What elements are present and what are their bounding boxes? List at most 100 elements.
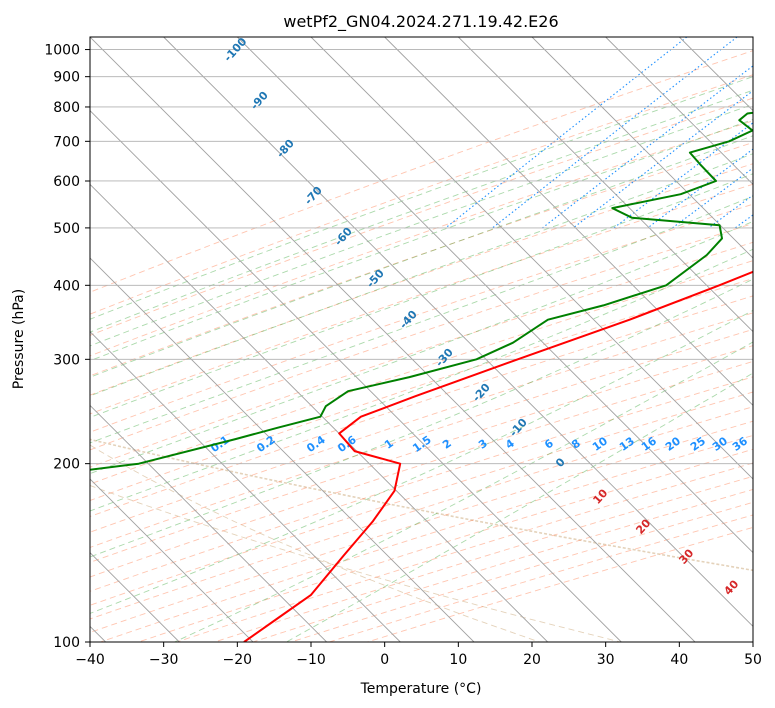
- mixing-ratio-line: [734, 214, 753, 229]
- dry-adiabat-line: [90, 295, 753, 518]
- x-axis-ticks: −40 −30 −20 −10 0 10 20 30 40 50: [75, 642, 762, 668]
- isotherm-line: [384, 37, 753, 406]
- y-tick-label: 900: [53, 70, 80, 86]
- y-axis-ticks: 100 200 300 400 500 600 700 800 900 1000: [44, 43, 90, 651]
- dry-adiabat-line: [90, 142, 753, 377]
- isotherm-line: [310, 37, 753, 480]
- moist-adiabat-line: [90, 220, 753, 475]
- mixing-ratio-label: 10: [590, 434, 610, 454]
- x-tick-label: −30: [149, 652, 179, 668]
- mixing-ratio-label: 2: [440, 437, 454, 452]
- theta-label: -70: [302, 184, 325, 208]
- dry-adiabats: [90, 50, 753, 642]
- x-tick-label: 40: [670, 652, 688, 668]
- mixing-ratio-label: 30: [710, 434, 730, 454]
- theta-e-label: 40: [721, 577, 741, 597]
- moist-adiabat-line: [90, 195, 753, 444]
- moist-adiabat-line: [90, 153, 753, 397]
- moist-adiabat-line: [90, 173, 753, 418]
- moist-adiabat-line: [90, 89, 753, 333]
- x-tick-label: 0: [380, 652, 389, 668]
- isotherm-line: [531, 37, 753, 259]
- isotherm-line: [752, 37, 753, 38]
- mixing-ratio-line: [445, 37, 688, 229]
- theta-e-label: 30: [676, 546, 696, 566]
- y-tick-label: 1000: [44, 43, 80, 59]
- theta-label: -80: [274, 137, 297, 161]
- dry-adiabat-line: [90, 376, 753, 592]
- theta-label: 0: [553, 455, 568, 470]
- isotherm-line: [458, 37, 753, 333]
- dry-adiabat-line: [90, 241, 753, 468]
- y-tick-label: 700: [53, 134, 80, 150]
- dry-adiabat-line: [90, 260, 753, 485]
- x-tick-label: −10: [296, 652, 326, 668]
- mixing-ratio-lines: [445, 37, 753, 229]
- isotherm-line: [90, 183, 548, 642]
- mixing-ratio-line: [708, 194, 753, 229]
- y-tick-label: 200: [53, 457, 80, 473]
- x-tick-label: 20: [523, 652, 541, 668]
- mixing-ratio-line: [542, 65, 753, 229]
- y-axis-label: Pressure (hPa): [11, 289, 27, 389]
- mixing-ratio-label: 0.2: [254, 433, 277, 455]
- moist-adiabat-line: [90, 135, 753, 378]
- tan-curve-line: [90, 438, 753, 572]
- isotherm-line: [605, 37, 753, 185]
- dewpoint-line: [90, 111, 753, 471]
- tan-curves: [90, 438, 753, 642]
- mixing-ratio-label: 3: [476, 437, 490, 452]
- isotherms: [90, 37, 753, 642]
- dry-adiabat-line: [90, 328, 753, 548]
- y-tick-label: 600: [53, 174, 80, 190]
- mixing-ratio-label: 16: [639, 434, 659, 454]
- dry-adiabat-line: [90, 391, 753, 606]
- x-tick-label: 50: [744, 652, 762, 668]
- isotherm-line: [163, 37, 753, 627]
- mixing-ratio-label: 20: [663, 434, 683, 454]
- dry-adiabat-line: [90, 420, 753, 633]
- moist-adiabat-line: [90, 103, 753, 347]
- theta-label: -50: [364, 267, 387, 291]
- dry-adiabat-line: [100, 434, 753, 642]
- series-lines: [90, 111, 753, 642]
- isobars: [90, 49, 753, 642]
- y-tick-label: 300: [53, 352, 80, 368]
- y-tick-label: 400: [53, 278, 80, 294]
- isotherm-line: [90, 257, 475, 642]
- y-tick-label: 500: [53, 221, 80, 237]
- y-tick-label: 100: [53, 635, 80, 651]
- dry-adiabat-line: [90, 312, 753, 533]
- isotherm-line: [237, 37, 753, 554]
- moist-adiabat-line: [90, 248, 753, 512]
- isotherm-line: [90, 331, 401, 642]
- mixing-ratio-label: 25: [688, 434, 708, 453]
- isotherm-line: [90, 37, 696, 642]
- mixing-ratio-line: [572, 90, 753, 229]
- mixing-ratio-label: 6: [542, 436, 556, 451]
- temperature-line: [243, 270, 753, 642]
- dry-adiabat-line: [90, 50, 753, 293]
- theta-e-label: 10: [590, 486, 610, 506]
- theta-label: -40: [397, 308, 420, 332]
- moist-adiabat-line: [90, 309, 753, 614]
- dry-adiabat-line: [90, 360, 753, 578]
- mixing-ratio-line: [672, 167, 753, 229]
- isotherm-line: [90, 110, 622, 642]
- dry-adiabat-line: [90, 345, 753, 563]
- dry-adiabat-line: [90, 223, 753, 451]
- dry-adiabat-line: [328, 514, 753, 642]
- line-labels: 0.1 0.2 0.4 0.6 1 1.5 2 3 4 6 8 10 13 16 20 25 30 36-100-…: [208, 37, 750, 598]
- y-tick-label: 800: [53, 100, 80, 116]
- moist-adiabat-line: [90, 278, 753, 558]
- x-tick-label: 30: [597, 652, 615, 668]
- chart-title: wetPf2_GN04.2024.271.19.42.E26: [283, 12, 558, 32]
- mixing-ratio-label: 0.4: [304, 433, 328, 455]
- mixing-ratio-label: 1: [382, 437, 396, 452]
- plot-frame: [89, 36, 754, 643]
- x-tick-label: −40: [75, 652, 105, 668]
- x-tick-label: 10: [449, 652, 467, 668]
- tan-curve-line: [90, 444, 540, 642]
- x-axis-label: Temperature (°C): [360, 681, 482, 697]
